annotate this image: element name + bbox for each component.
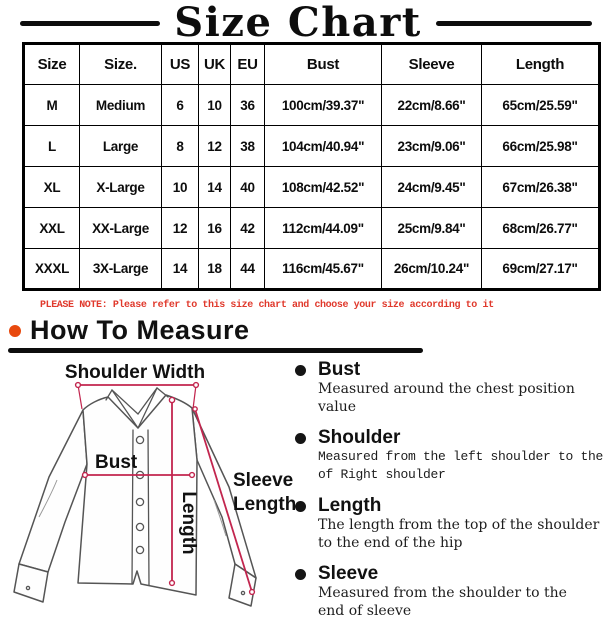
cell: 65cm/25.59" xyxy=(481,84,600,126)
cell: 36 xyxy=(230,84,265,126)
cell: 40 xyxy=(230,166,265,208)
title-rule-left xyxy=(20,20,161,26)
column-header-uk: UK xyxy=(198,43,231,85)
cell: 108cm/42.52" xyxy=(264,166,382,208)
bullet-icon xyxy=(295,365,306,376)
cell: 12 xyxy=(161,207,199,249)
measure-item-label: Length xyxy=(318,495,382,516)
cell: 100cm/39.37" xyxy=(264,84,382,126)
cell: 16 xyxy=(198,207,231,249)
cell: 12 xyxy=(198,125,231,167)
cell: 42 xyxy=(230,207,265,249)
cell: 104cm/40.94" xyxy=(264,125,382,167)
shoulder-width-label: Shoulder Width xyxy=(65,362,205,383)
measure-item-desc: The length from the top of the shoulder … xyxy=(318,517,600,551)
cell: 10 xyxy=(198,84,231,126)
bust-label: Bust xyxy=(95,452,138,473)
cell: 69cm/27.17" xyxy=(481,248,600,290)
ring-icon xyxy=(9,324,21,337)
measure-item-shoulder: Shoulder Measured from the left shoulder… xyxy=(295,428,610,484)
column-header-bust: Bust xyxy=(264,43,382,85)
cell: 18 xyxy=(198,248,231,290)
shirt-measurement-diagram: Shoulder Width Bust Length Sleeve Length xyxy=(13,362,295,607)
cell: XXXL xyxy=(23,248,80,290)
note-text: PLEASE NOTE: Please refer to this size c… xyxy=(40,300,494,311)
measure-item-desc: Measured from the left shoulder to the o… xyxy=(318,449,604,482)
cell: XXL xyxy=(23,207,80,249)
measure-item-sleeve: Sleeve Measured from the shoulder to the… xyxy=(295,564,610,620)
sleeve-length-label-line1: Sleeve xyxy=(233,470,293,491)
cell: 14 xyxy=(161,248,199,290)
page-title: Size Chart xyxy=(174,0,422,46)
bullet-icon xyxy=(295,433,306,444)
cell: 24cm/9.45" xyxy=(381,166,482,208)
measurement-lines xyxy=(74,381,256,596)
table-row: XXXL 3X-Large 14 18 44 116cm/45.67" 26cm… xyxy=(23,248,600,290)
shirt-outline xyxy=(13,387,257,607)
cell: 22cm/8.66" xyxy=(381,84,482,126)
column-header-size: Size xyxy=(23,43,80,85)
cell: XL xyxy=(23,166,80,208)
cell: 10 xyxy=(161,166,199,208)
measure-item-length: Length The length from the top of the sh… xyxy=(295,496,610,552)
cell: 38 xyxy=(230,125,265,167)
measure-item-label: Shoulder xyxy=(318,427,401,448)
bullet-icon xyxy=(295,501,306,512)
column-header-us: US xyxy=(161,43,199,85)
cell: Large xyxy=(79,125,162,167)
cell: Medium xyxy=(79,84,162,126)
cell: 6 xyxy=(161,84,199,126)
table-row: M Medium 6 10 36 100cm/39.37" 22cm/8.66"… xyxy=(23,84,600,126)
heading-underline xyxy=(8,348,423,353)
measure-item-desc: Measured around the chest position value xyxy=(318,381,575,415)
cell: 112cm/44.09" xyxy=(264,207,382,249)
sleeve-length-label-line2: Length xyxy=(233,494,295,515)
cell: 14 xyxy=(198,166,231,208)
cell: 8 xyxy=(161,125,199,167)
cell: 116cm/45.67" xyxy=(264,248,382,290)
column-header-length: Length xyxy=(481,43,600,85)
cell: X-Large xyxy=(79,166,162,208)
column-header-size2: Size. xyxy=(79,43,162,85)
measure-item-label: Bust xyxy=(318,359,361,380)
measure-item-label: Sleeve xyxy=(318,563,379,584)
column-header-eu: EU xyxy=(230,43,265,85)
measure-item-desc: Measured from the shoulder to the end of… xyxy=(318,585,567,619)
table-row: XXL XX-Large 12 16 42 112cm/44.09" 25cm/… xyxy=(23,207,600,249)
cell: 67cm/26.38" xyxy=(481,166,600,208)
length-label: Length xyxy=(178,491,199,554)
table-row: L Large 8 12 38 104cm/40.94" 23cm/9.06" … xyxy=(23,125,600,167)
cell: XX-Large xyxy=(79,207,162,249)
table-row: XL X-Large 10 14 40 108cm/42.52" 24cm/9.… xyxy=(23,166,600,208)
page-header: Size Chart xyxy=(0,2,612,44)
cell: 26cm/10.24" xyxy=(381,248,482,290)
bullet-icon xyxy=(295,569,306,580)
cell: 23cm/9.06" xyxy=(381,125,482,167)
title-rule-right xyxy=(435,20,592,26)
cell: 3X-Large xyxy=(79,248,162,290)
cell: M xyxy=(23,84,80,126)
cell: 66cm/25.98" xyxy=(481,125,600,167)
measure-list: Bust Measured around the chest position … xyxy=(295,360,610,620)
how-to-measure-title: How To Measure xyxy=(30,315,250,345)
measure-item-bust: Bust Measured around the chest position … xyxy=(295,360,610,416)
cell: 68cm/26.77" xyxy=(481,207,600,249)
size-table: Size Size. US UK EU Bust Sleeve Length M… xyxy=(22,42,601,291)
how-to-measure-header: How To Measure xyxy=(9,315,250,346)
column-header-sleeve: Sleeve xyxy=(381,43,482,85)
table-header-row: Size Size. US UK EU Bust Sleeve Length xyxy=(23,43,600,85)
cell: 44 xyxy=(230,248,265,290)
cell: 25cm/9.84" xyxy=(381,207,482,249)
cell: L xyxy=(23,125,80,167)
